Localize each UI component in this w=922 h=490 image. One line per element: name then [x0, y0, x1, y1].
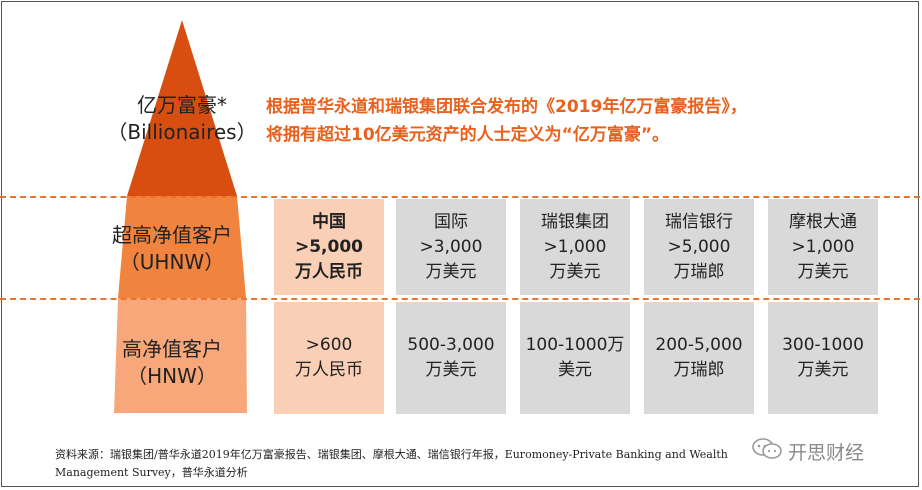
hnw-unit: 万美元	[797, 360, 849, 380]
source-note: 资料来源：瑞银集团/普华永道2019年亿万富豪报告、瑞银集团、摩根大通、瑞信银行…	[55, 446, 755, 482]
pyramid-middle-segment	[118, 196, 246, 298]
hnw-cell-ubs: 100-1000万 美元	[520, 302, 630, 414]
tier-hnw-line2: （HNW）	[127, 364, 217, 388]
tier-label-hnw: 高净值客户 （HNW）	[92, 336, 252, 390]
source-line1: 资料来源：瑞银集团/普华永道2019年亿万富豪报告、瑞银集团、摩根大通、瑞信银行…	[55, 448, 728, 461]
column-header: 国际	[434, 211, 468, 232]
uhnw-value: >5,000	[667, 236, 731, 257]
column-header: 中国	[312, 211, 346, 232]
hnw-unit: 美元	[558, 360, 592, 380]
uhnw-cell-china: 中国 >5,000 万人民币	[274, 199, 384, 295]
watermark-text: 开思财经	[788, 442, 865, 464]
hnw-cell-credit-suisse: 200-5,000 万瑞郎	[644, 302, 754, 414]
definition-line2: 将拥有超过10亿美元资产的人士定义为“亿万富豪”。	[266, 125, 670, 145]
uhnw-unit: 万瑞郎	[673, 261, 725, 282]
hnw-value: 100-1000万	[525, 335, 625, 355]
hnw-value: 200-5,000	[655, 335, 743, 355]
uhnw-cell-credit-suisse: 瑞信银行 >5,000 万瑞郎	[644, 199, 754, 295]
uhnw-unit: 万美元	[797, 261, 849, 282]
pyramid-bottom-segment	[114, 298, 247, 413]
column-header: 瑞银集团	[541, 211, 609, 232]
definition-line1: 根据普华永道和瑞银集团联合发布的《2019年亿万富豪报告》，	[266, 97, 747, 117]
hnw-unit: 万美元	[425, 360, 477, 380]
separator-middle	[0, 298, 920, 300]
watermark: 开思财经	[752, 437, 864, 466]
hnw-unit: 万人民币	[295, 360, 363, 380]
hnw-unit: 万瑞郎	[673, 360, 725, 380]
tier-billionaires-line2: （Billionaires）	[107, 120, 257, 144]
hnw-value: >600	[305, 335, 353, 355]
uhnw-cell-jpmorgan: 摩根大通 >1,000 万美元	[768, 199, 878, 295]
pyramid-top-segment	[127, 20, 237, 196]
uhnw-unit: 万美元	[549, 261, 601, 282]
hnw-cell-jpmorgan: 300-1000 万美元	[768, 302, 878, 414]
tier-billionaires-line1: 亿万富豪*	[137, 93, 227, 117]
hnw-value: 300-1000	[782, 335, 864, 355]
definition-note: 根据普华永道和瑞银集团联合发布的《2019年亿万富豪报告》， 将拥有超过10亿美…	[266, 93, 747, 149]
uhnw-value: >3,000	[419, 236, 483, 257]
column-header: 摩根大通	[789, 211, 857, 232]
uhnw-cell-international: 国际 >3,000 万美元	[396, 199, 506, 295]
uhnw-value: >1,000	[791, 236, 855, 257]
tier-uhnw-line1: 超高净值客户	[112, 223, 232, 247]
column-header: 瑞信银行	[665, 211, 733, 232]
separator-top	[0, 196, 920, 198]
uhnw-value: >5,000	[294, 236, 364, 257]
source-line2: Management Survey，普华永道分析	[55, 466, 248, 479]
chat-bubble-icon	[752, 437, 782, 466]
hnw-value: 500-3,000	[407, 335, 495, 355]
uhnw-unit: 万人民币	[295, 261, 363, 282]
hnw-cell-international: 500-3,000 万美元	[396, 302, 506, 414]
tier-label-uhnw: 超高净值客户 （UHNW）	[87, 222, 257, 276]
tier-label-billionaires: 亿万富豪* （Billionaires）	[102, 92, 262, 146]
uhnw-unit: 万美元	[425, 261, 477, 282]
uhnw-value: >1,000	[543, 236, 607, 257]
tier-uhnw-line2: （UHNW）	[119, 250, 225, 274]
uhnw-cell-ubs: 瑞银集团 >1,000 万美元	[520, 199, 630, 295]
tier-hnw-line1: 高净值客户	[122, 337, 222, 361]
hnw-cell-china: >600 万人民币	[274, 302, 384, 414]
